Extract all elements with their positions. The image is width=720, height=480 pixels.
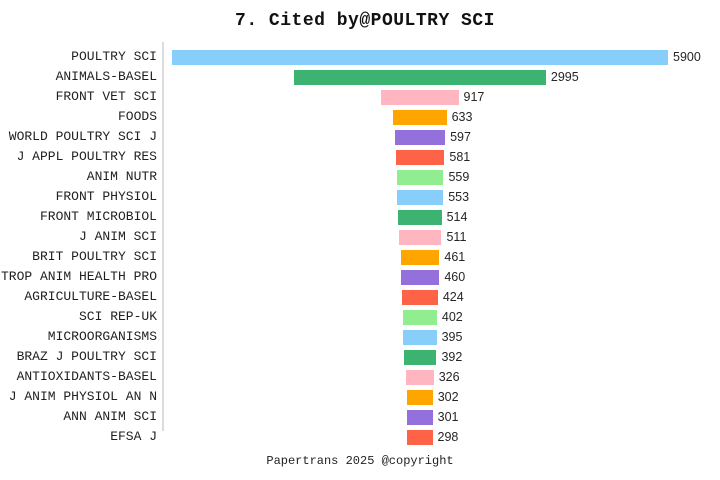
category-label: FRONT MICROBIOL	[39, 209, 157, 224]
chart-title: 7. Cited by@POULTRY SCI	[235, 11, 495, 31]
category-label: EFSA J	[110, 429, 157, 444]
value-label: 302	[437, 390, 459, 404]
value-label: 460	[444, 270, 466, 284]
bar	[403, 309, 437, 325]
value-label: 917	[463, 90, 485, 104]
bar	[381, 89, 459, 105]
bar	[396, 169, 444, 185]
category-label: FOODS	[117, 109, 157, 124]
bar	[393, 109, 447, 125]
bar	[172, 49, 668, 65]
value-label: 392	[441, 350, 463, 364]
value-label: 581	[449, 150, 471, 164]
value-label: 559	[448, 170, 470, 184]
value-label: 597	[450, 130, 471, 144]
value-label: 5900	[673, 50, 701, 64]
y-axis-line	[162, 42, 164, 431]
bar	[400, 249, 440, 265]
category-label: TROP ANIM HEALTH PRO	[0, 269, 157, 284]
bar	[398, 229, 442, 245]
value-label: 301	[437, 410, 459, 424]
category-label: ANIM NUTR	[86, 169, 157, 184]
bar	[403, 329, 437, 345]
value-label: 633	[451, 110, 473, 124]
category-label: J APPL POULTRY RES	[16, 149, 157, 164]
value-label: 395	[441, 330, 463, 344]
value-label: 402	[441, 310, 463, 324]
category-label: J ANIM PHYSIOL AN N	[8, 389, 157, 404]
category-label: ANTIOXIDANTS-BASEL	[16, 369, 157, 384]
value-label: 514	[446, 210, 468, 224]
category-label: J ANIM SCI	[78, 229, 157, 244]
copyright-footer: Papertrans 2025 @copyright	[266, 454, 454, 468]
value-label: 298	[437, 430, 459, 444]
bar	[406, 369, 434, 385]
bar	[395, 149, 445, 165]
bar	[400, 269, 440, 285]
category-label: POULTRY SCI	[71, 49, 157, 64]
category-label: SCI REP-UK	[78, 309, 157, 324]
bar	[407, 389, 433, 405]
bar	[407, 409, 433, 425]
category-label: FRONT VET SCI	[55, 89, 157, 104]
bar	[407, 429, 433, 445]
value-label: 553	[448, 190, 470, 204]
category-label: BRIT POULTRY SCI	[32, 249, 157, 264]
value-label: 511	[446, 230, 467, 244]
category-label: BRAZ J POULTRY SCI	[16, 349, 157, 364]
category-label: ANN ANIM SCI	[63, 409, 157, 424]
bar	[398, 209, 442, 225]
category-label: WORLD POULTRY SCI J	[8, 129, 157, 144]
value-label: 326	[438, 370, 460, 384]
category-label: FRONT PHYSIOL	[55, 189, 157, 204]
value-label: 2995	[550, 70, 579, 84]
category-label: MICROORGANISMS	[47, 329, 157, 344]
category-label: ANIMALS-BASEL	[55, 69, 157, 84]
bar	[394, 129, 446, 145]
value-label: 461	[444, 250, 466, 264]
bar	[402, 289, 438, 305]
bar	[403, 349, 437, 365]
bar	[396, 189, 444, 205]
bar	[294, 69, 546, 85]
category-label: AGRICULTURE-BASEL	[24, 289, 157, 304]
value-label: 424	[442, 290, 464, 304]
